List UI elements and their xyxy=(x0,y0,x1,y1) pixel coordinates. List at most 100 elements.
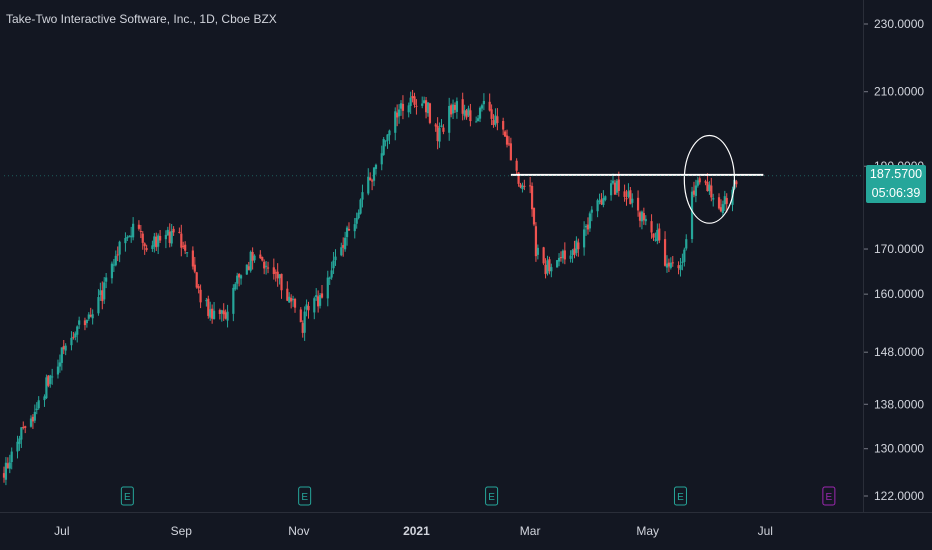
candle-body xyxy=(428,103,432,123)
candle xyxy=(191,246,194,270)
candle xyxy=(70,331,73,351)
candle-body xyxy=(303,311,306,333)
candle-body xyxy=(209,309,212,318)
candle xyxy=(638,210,642,228)
annotation-circle[interactable] xyxy=(683,134,736,224)
candle-body xyxy=(180,233,183,248)
candle-body xyxy=(4,462,8,480)
candle-body xyxy=(667,262,671,267)
candle-body xyxy=(182,245,185,247)
candle xyxy=(519,182,522,189)
candle-body xyxy=(665,263,669,268)
candle-body xyxy=(450,105,453,115)
price-tick-label: 130.0000 xyxy=(874,442,924,456)
candle xyxy=(559,251,563,262)
candle xyxy=(89,307,92,318)
candle xyxy=(407,102,410,118)
candle xyxy=(469,103,472,127)
candle-body xyxy=(103,282,106,300)
candle xyxy=(6,457,9,469)
candle-body xyxy=(168,231,171,243)
candle-body xyxy=(382,139,385,155)
candle-body xyxy=(694,185,697,196)
candle xyxy=(496,108,499,131)
candle xyxy=(185,252,189,258)
candle-body xyxy=(293,298,297,308)
candle xyxy=(265,261,268,275)
candle xyxy=(735,179,738,188)
candle-body xyxy=(307,306,310,311)
candle xyxy=(509,137,512,161)
candle-body xyxy=(650,221,653,233)
candle-body xyxy=(245,264,248,275)
candle-body xyxy=(20,427,23,440)
candle-body xyxy=(266,267,270,269)
earnings-marker[interactable]: E xyxy=(822,486,836,506)
candle-body xyxy=(609,183,613,196)
candle-body xyxy=(436,125,439,142)
candle-body xyxy=(232,287,235,314)
candle xyxy=(145,244,148,252)
time-axis[interactable]: Jul Sep Nov 2021 Mar May Jul xyxy=(54,524,773,538)
candle-body xyxy=(559,257,563,259)
candle-body xyxy=(274,272,277,274)
candle xyxy=(164,230,167,249)
candle xyxy=(280,273,283,299)
candle xyxy=(37,396,40,410)
candle-body xyxy=(259,254,262,259)
earnings-marker-label: E xyxy=(488,492,495,503)
candle xyxy=(442,124,445,135)
candle-body xyxy=(37,400,40,409)
candle xyxy=(669,257,672,270)
candle-body xyxy=(463,110,466,116)
candle xyxy=(224,309,227,320)
drawings-layer[interactable] xyxy=(4,134,863,224)
price-axis[interactable]: 230.0000210.0000190.0000170.0000160.0000… xyxy=(864,17,924,503)
candle-body xyxy=(83,320,87,326)
candle xyxy=(110,261,114,284)
time-tick-label: 2021 xyxy=(403,524,430,538)
candle xyxy=(97,289,100,316)
candle-body xyxy=(317,296,320,307)
candle-body xyxy=(401,103,405,111)
candle-body xyxy=(677,265,680,269)
candle-body xyxy=(332,260,335,269)
candle xyxy=(596,198,599,218)
candle xyxy=(178,227,181,234)
candle-body xyxy=(532,207,536,225)
candle-body xyxy=(413,96,416,105)
earnings-marker[interactable]: E xyxy=(120,486,134,506)
earnings-marker-label: E xyxy=(301,492,308,503)
candle-body xyxy=(64,345,67,351)
candle-body xyxy=(355,217,358,224)
candle xyxy=(299,307,302,323)
candle xyxy=(710,177,713,202)
candle-body xyxy=(386,134,389,141)
candle xyxy=(463,104,466,120)
earnings-marker-box xyxy=(673,486,687,506)
candle xyxy=(644,215,647,226)
candle xyxy=(103,277,106,304)
candle xyxy=(353,217,356,239)
candle xyxy=(18,435,21,451)
earnings-marker[interactable]: E xyxy=(673,486,687,506)
candle xyxy=(490,104,493,126)
candle xyxy=(665,255,669,273)
candle xyxy=(542,246,545,266)
candle-body xyxy=(394,111,397,133)
candle-body xyxy=(411,95,414,99)
candle xyxy=(440,119,443,128)
candle-body xyxy=(222,310,225,315)
candle xyxy=(480,103,484,112)
candle xyxy=(105,273,108,289)
earnings-marker[interactable]: E xyxy=(298,486,312,506)
candle xyxy=(274,269,277,282)
candle xyxy=(401,95,405,120)
earnings-marker[interactable]: E xyxy=(485,486,499,506)
candle-body xyxy=(598,200,601,202)
candle xyxy=(654,232,657,242)
candle-body xyxy=(112,264,115,266)
candle xyxy=(640,210,644,230)
